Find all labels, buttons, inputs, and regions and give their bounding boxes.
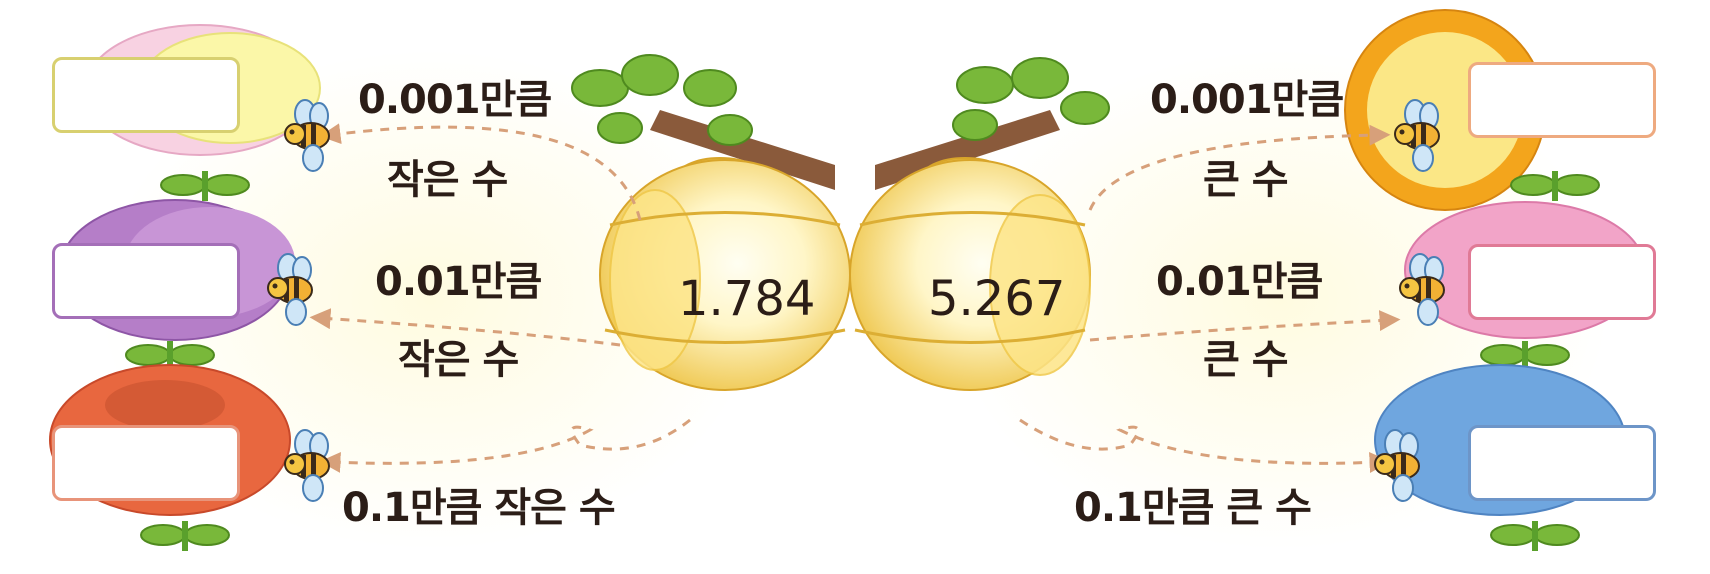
label-text: 큰 수	[1203, 157, 1289, 203]
label-amount: 0.001만큼	[1150, 77, 1344, 123]
branch-icon	[571, 54, 835, 190]
arrow-left-001	[309, 308, 621, 347]
label-text: 큰 수	[1203, 337, 1289, 383]
label-amount: 0.01만큼	[375, 259, 542, 305]
label-amount: 0.001만큼	[358, 77, 552, 123]
answer-box-left-0001[interactable]	[52, 57, 240, 133]
label-text: 작은 수	[398, 337, 519, 383]
answer-box-right-01[interactable]	[1468, 425, 1656, 501]
answer-box-right-0001[interactable]	[1468, 62, 1656, 138]
arrow-right-0001	[1088, 124, 1391, 211]
label-full: 0.1만큼 작은 수	[342, 485, 616, 531]
hive-number-right: 5.267	[928, 271, 1066, 327]
hive-number-left: 1.784	[678, 271, 816, 327]
answer-box-left-01[interactable]	[52, 425, 240, 501]
label-full: 0.1만큼 큰 수	[1074, 485, 1312, 531]
beehive-icon	[849, 157, 1091, 391]
answer-box-left-001[interactable]	[52, 243, 240, 319]
answer-box-right-001[interactable]	[1468, 244, 1656, 320]
label-text: 작은 수	[387, 157, 508, 203]
arrow-left-0001	[319, 123, 642, 221]
arrow-right-01	[1019, 418, 1391, 473]
label-amount: 0.01만큼	[1156, 259, 1323, 305]
arrow-left-01	[319, 418, 691, 473]
